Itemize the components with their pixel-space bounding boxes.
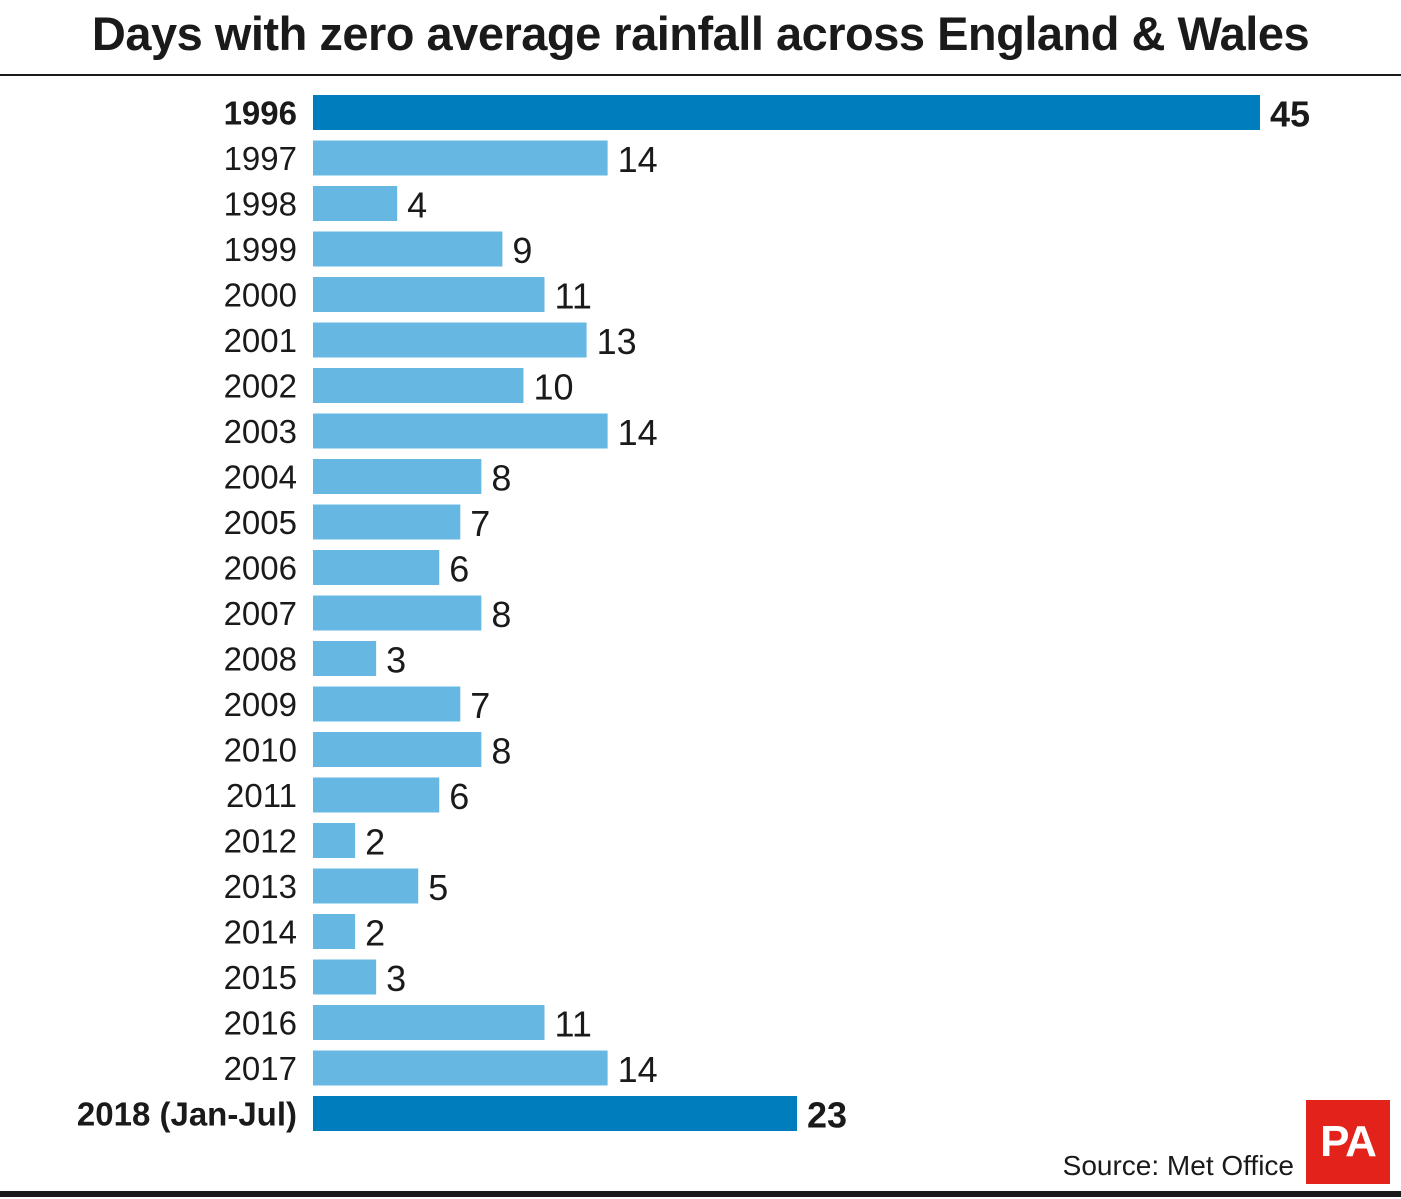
bar-2001	[313, 322, 587, 358]
bottom-rule	[0, 1191, 1401, 1197]
bar-1997	[313, 140, 608, 176]
bar-2016	[313, 1005, 545, 1040]
value-label-2016: 11	[554, 1004, 591, 1045]
value-label-2017: 14	[618, 1049, 658, 1090]
value-label-2015: 3	[386, 958, 406, 999]
bar-1996	[313, 95, 1260, 130]
category-label-2016: 2016	[224, 1005, 297, 1042]
bar-2012	[313, 823, 356, 858]
value-label-2018-jan-jul: 23	[807, 1095, 847, 1136]
category-label-1998: 1998	[224, 186, 297, 223]
category-label-2013: 2013	[224, 868, 297, 905]
bar-2017	[313, 1050, 608, 1086]
value-label-2011: 6	[449, 776, 469, 817]
value-label-2007: 8	[491, 594, 511, 635]
category-label-1996: 1996	[224, 95, 297, 132]
title-rule	[0, 74, 1401, 76]
value-label-2010: 8	[491, 731, 511, 772]
value-label-1997: 14	[618, 139, 658, 180]
value-label-2005: 7	[470, 503, 490, 544]
bar-2000	[313, 277, 545, 312]
bar-2013	[313, 868, 419, 904]
value-label-2006: 6	[449, 549, 469, 590]
bar-1999	[313, 231, 503, 267]
value-label-1999: 9	[512, 230, 532, 271]
value-label-2003: 14	[618, 412, 658, 453]
category-label-2018-jan-jul: 2018 (Jan-Jul)	[77, 1096, 297, 1133]
bar-2003	[313, 413, 608, 449]
category-label-2010: 2010	[224, 732, 297, 769]
category-label-2007: 2007	[224, 595, 297, 632]
value-label-2009: 7	[470, 685, 490, 726]
bar-2011	[313, 777, 440, 813]
bar-2008	[313, 641, 377, 676]
category-label-2015: 2015	[224, 959, 297, 996]
bar-1998	[313, 186, 398, 221]
value-label-2008: 3	[386, 640, 406, 681]
category-label-1997: 1997	[224, 140, 297, 177]
bar-2018-jan-jul	[313, 1096, 798, 1131]
value-label-2000: 11	[554, 276, 591, 317]
bar-2015	[313, 959, 377, 995]
chart-title: Days with zero average rainfall across E…	[91, 7, 1310, 60]
category-label-2012: 2012	[224, 823, 297, 860]
category-label-2014: 2014	[224, 914, 297, 951]
value-label-1998: 4	[407, 185, 427, 226]
bar-2004	[313, 459, 482, 494]
category-label-2004: 2004	[224, 459, 297, 496]
category-label-2017: 2017	[224, 1050, 297, 1087]
value-label-2004: 8	[491, 458, 511, 499]
bar-2010	[313, 732, 482, 767]
bar-2002	[313, 368, 524, 403]
value-label-2014: 2	[365, 913, 385, 954]
bar-2006	[313, 550, 440, 585]
bar-2014	[313, 914, 356, 949]
category-label-2008: 2008	[224, 641, 297, 678]
value-label-2001: 13	[597, 321, 637, 362]
value-label-2013: 5	[428, 867, 448, 908]
bar-2007	[313, 595, 482, 631]
category-label-2005: 2005	[224, 504, 297, 541]
category-label-2011: 2011	[226, 777, 297, 814]
value-label-1996: 45	[1270, 94, 1310, 135]
value-label-2002: 10	[533, 367, 573, 408]
bar-2005	[313, 504, 461, 540]
bar-2009	[313, 686, 461, 722]
category-label-1999: 1999	[224, 231, 297, 268]
category-label-2000: 2000	[224, 277, 297, 314]
category-label-2002: 2002	[224, 368, 297, 405]
category-label-2003: 2003	[224, 413, 297, 450]
category-label-2006: 2006	[224, 550, 297, 587]
category-label-2009: 2009	[224, 686, 297, 723]
pa-logo: PA	[1306, 1100, 1390, 1184]
category-label-2001: 2001	[224, 322, 297, 359]
value-label-2012: 2	[365, 822, 385, 863]
source-note: Source: Met Office	[1062, 1150, 1294, 1181]
